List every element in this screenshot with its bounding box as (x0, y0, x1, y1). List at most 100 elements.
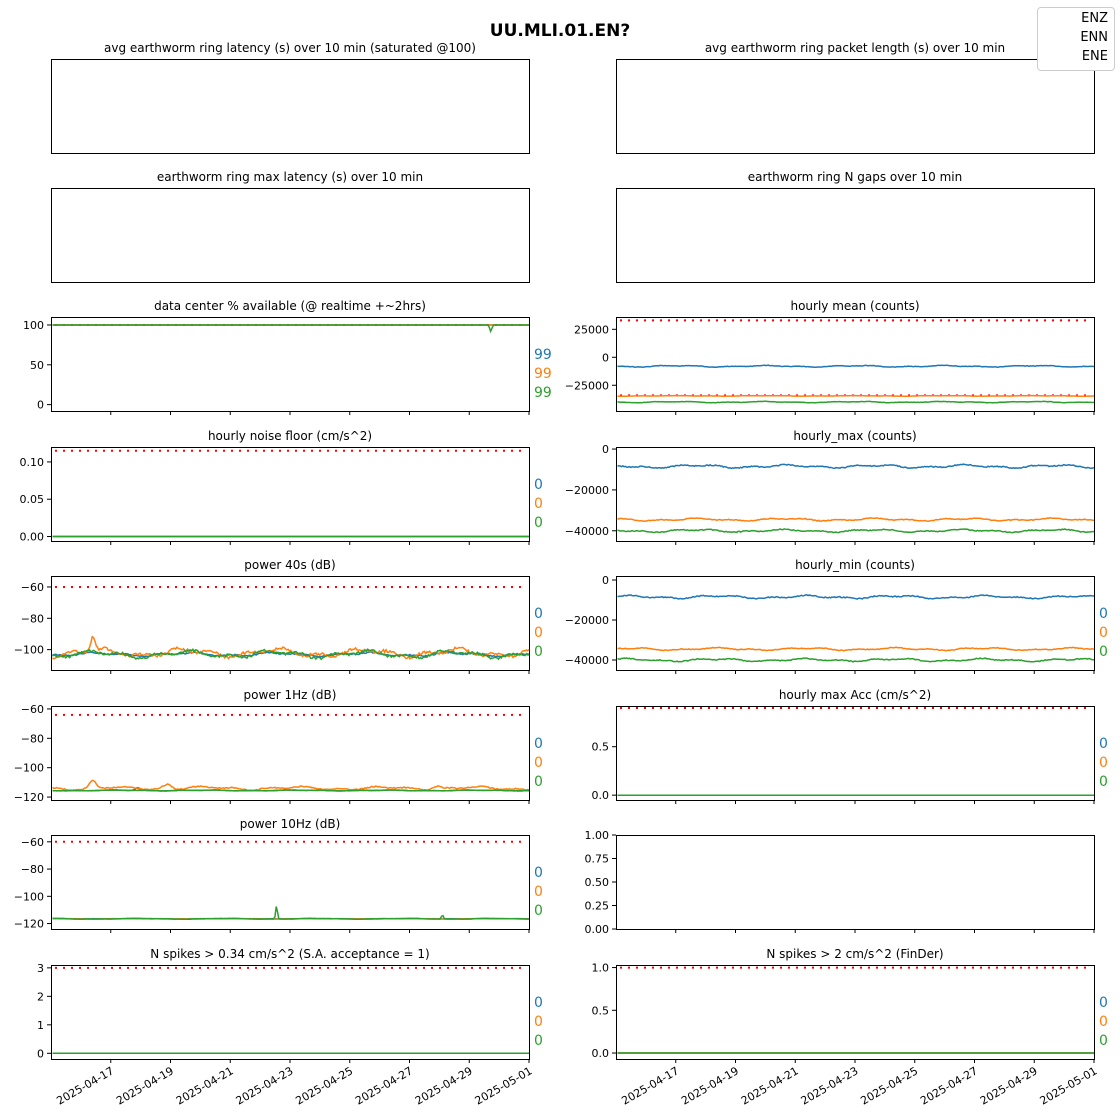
latest-value-label: 0 (1099, 736, 1108, 752)
y-tick-label: 0.5 (592, 1004, 610, 1017)
axes-frame (51, 965, 530, 1060)
legend-entry-enz: ENZ (1081, 11, 1108, 26)
panel-title: power 40s (dB) (244, 558, 335, 572)
x-tick-label: 2025-04-17 (54, 1064, 116, 1107)
x-tick-label: 2025-04-23 (234, 1064, 296, 1107)
legend-entry-ene: ENE (1081, 49, 1108, 64)
series-line-enz (617, 594, 1095, 600)
latest-value-label: 0 (534, 477, 543, 493)
x-tick-label: 2025-04-25 (858, 1064, 920, 1107)
chart-panel-spikes-2: N spikes > 2 cm/s^2 (FinDer) 0.0 0.5 1.0 202… (592, 947, 1108, 1108)
axes-frame (51, 59, 530, 154)
series-line-ene (51, 648, 530, 661)
latest-value-label: 0 (534, 774, 543, 790)
latest-value-label: 0 (534, 995, 543, 1011)
panel-title: N spikes > 2 cm/s^2 (FinDer) (766, 947, 943, 961)
y-tick-label: 0.5 (592, 741, 610, 754)
latest-value-label: 0 (534, 515, 543, 531)
y-tick-label: 0 (37, 399, 44, 412)
series-line-enn (617, 646, 1095, 652)
chart-panel-noise-floor: hourly noise floor (cm/s^2) 0.00 0.05 0.10 0… (20, 429, 543, 545)
panel-title: power 1Hz (dB) (244, 688, 337, 702)
legend: ENZ ENN ENE (1037, 7, 1115, 71)
y-tick-label: −60 (21, 836, 44, 849)
y-tick-label: −20000 (565, 484, 609, 497)
latest-value-label: 0 (1099, 995, 1108, 1011)
series-line-enz (617, 463, 1095, 470)
axes-frame (51, 188, 530, 283)
axes-frame (616, 965, 1095, 1060)
y-tick-label: −25000 (565, 379, 609, 392)
panel-title: hourly_min (counts) (795, 558, 915, 572)
chart-panel-packet-length: avg earthworm ring packet length (s) ove… (616, 41, 1095, 154)
y-tick-label: 3 (37, 962, 44, 975)
x-tick-label: 2025-05-01 (1038, 1064, 1100, 1107)
axes-frame (51, 317, 530, 412)
y-tick-label: −80 (21, 612, 44, 625)
panel-title: data center % available (@ realtime +~2h… (154, 299, 426, 313)
chart-panel-power-1hz: power 1Hz (dB) −120 −100 −80 −60 0 0 0 (14, 688, 543, 804)
x-tick-label: 2025-04-29 (413, 1064, 475, 1107)
y-tick-label: 0.50 (585, 876, 610, 889)
y-tick-label: −40000 (565, 525, 609, 538)
y-tick-label: 1 (37, 1019, 44, 1032)
x-tick-label: 2025-04-17 (619, 1064, 681, 1107)
axes-frame (616, 706, 1095, 801)
latest-value-label: 0 (534, 625, 543, 641)
y-tick-label: −20000 (565, 614, 609, 627)
panel-title: hourly_max (counts) (793, 429, 916, 443)
series-line-enz (617, 364, 1095, 369)
series-line-enn (52, 635, 530, 660)
axes-frame (616, 576, 1095, 671)
series-line-enn (617, 516, 1095, 522)
panel-title: avg earthworm ring latency (s) over 10 m… (104, 41, 476, 55)
latest-value-label: 0 (534, 884, 543, 900)
y-tick-label: −80 (21, 863, 44, 876)
latest-value-label: 0 (1099, 774, 1108, 790)
x-tick-label: 2025-04-29 (978, 1064, 1040, 1107)
panel-title: hourly mean (counts) (790, 299, 919, 313)
latest-value-label: 0 (534, 865, 543, 881)
latest-value-label: 0 (534, 496, 543, 512)
panel-title: power 10Hz (dB) (240, 817, 341, 831)
y-tick-label: 0 (602, 443, 609, 456)
panel-title: earthworm ring N gaps over 10 min (748, 170, 962, 184)
series-line-ene (52, 789, 530, 792)
y-tick-label: 0 (37, 1047, 44, 1060)
series-line-enn (52, 779, 530, 792)
y-tick-label: −120 (14, 791, 44, 804)
y-tick-label: 0.75 (585, 853, 610, 866)
latest-value-label: 0 (534, 1014, 543, 1030)
x-tick-label: 2025-04-21 (174, 1064, 236, 1107)
axes-frame (51, 447, 530, 542)
series-line-enn (617, 394, 1095, 398)
y-tick-label: 0 (602, 574, 609, 587)
chart-panel-hourly-mean: hourly mean (counts) −25000 0 25000 (565, 299, 1095, 415)
y-tick-label: 0.10 (20, 456, 45, 469)
latest-value-label: 0 (1099, 644, 1108, 660)
x-tick-label: 2025-04-25 (293, 1064, 355, 1107)
latest-value-label: 0 (1099, 625, 1108, 641)
latest-value-label: 0 (534, 736, 543, 752)
panel-title: hourly noise floor (cm/s^2) (208, 429, 372, 443)
latest-value-label: 99 (534, 385, 552, 401)
legend-entry-enn: ENN (1080, 30, 1108, 45)
axes-frame (616, 59, 1095, 154)
y-tick-label: 100 (23, 319, 44, 332)
y-tick-label: 0.0 (592, 789, 610, 802)
latest-value-label: 0 (1099, 1033, 1108, 1049)
y-tick-label: −100 (14, 890, 44, 903)
latest-value-label: 0 (1099, 755, 1108, 771)
panel-title: avg earthworm ring packet length (s) ove… (705, 41, 1005, 55)
series-line-ene (617, 657, 1095, 663)
x-tick-label: 2025-04-23 (799, 1064, 861, 1107)
chart-panel-latency-avg: avg earthworm ring latency (s) over 10 m… (51, 41, 530, 154)
latest-value-label: 0 (534, 1033, 543, 1049)
latest-value-label: 0 (1099, 1014, 1108, 1030)
axes-frame (51, 835, 530, 930)
y-tick-label: 1.0 (592, 962, 610, 975)
latest-value-label: 0 (1099, 606, 1108, 622)
y-tick-label: 0.05 (20, 493, 45, 506)
latest-value-label: 0 (534, 606, 543, 622)
latest-value-label: 0 (534, 644, 543, 660)
